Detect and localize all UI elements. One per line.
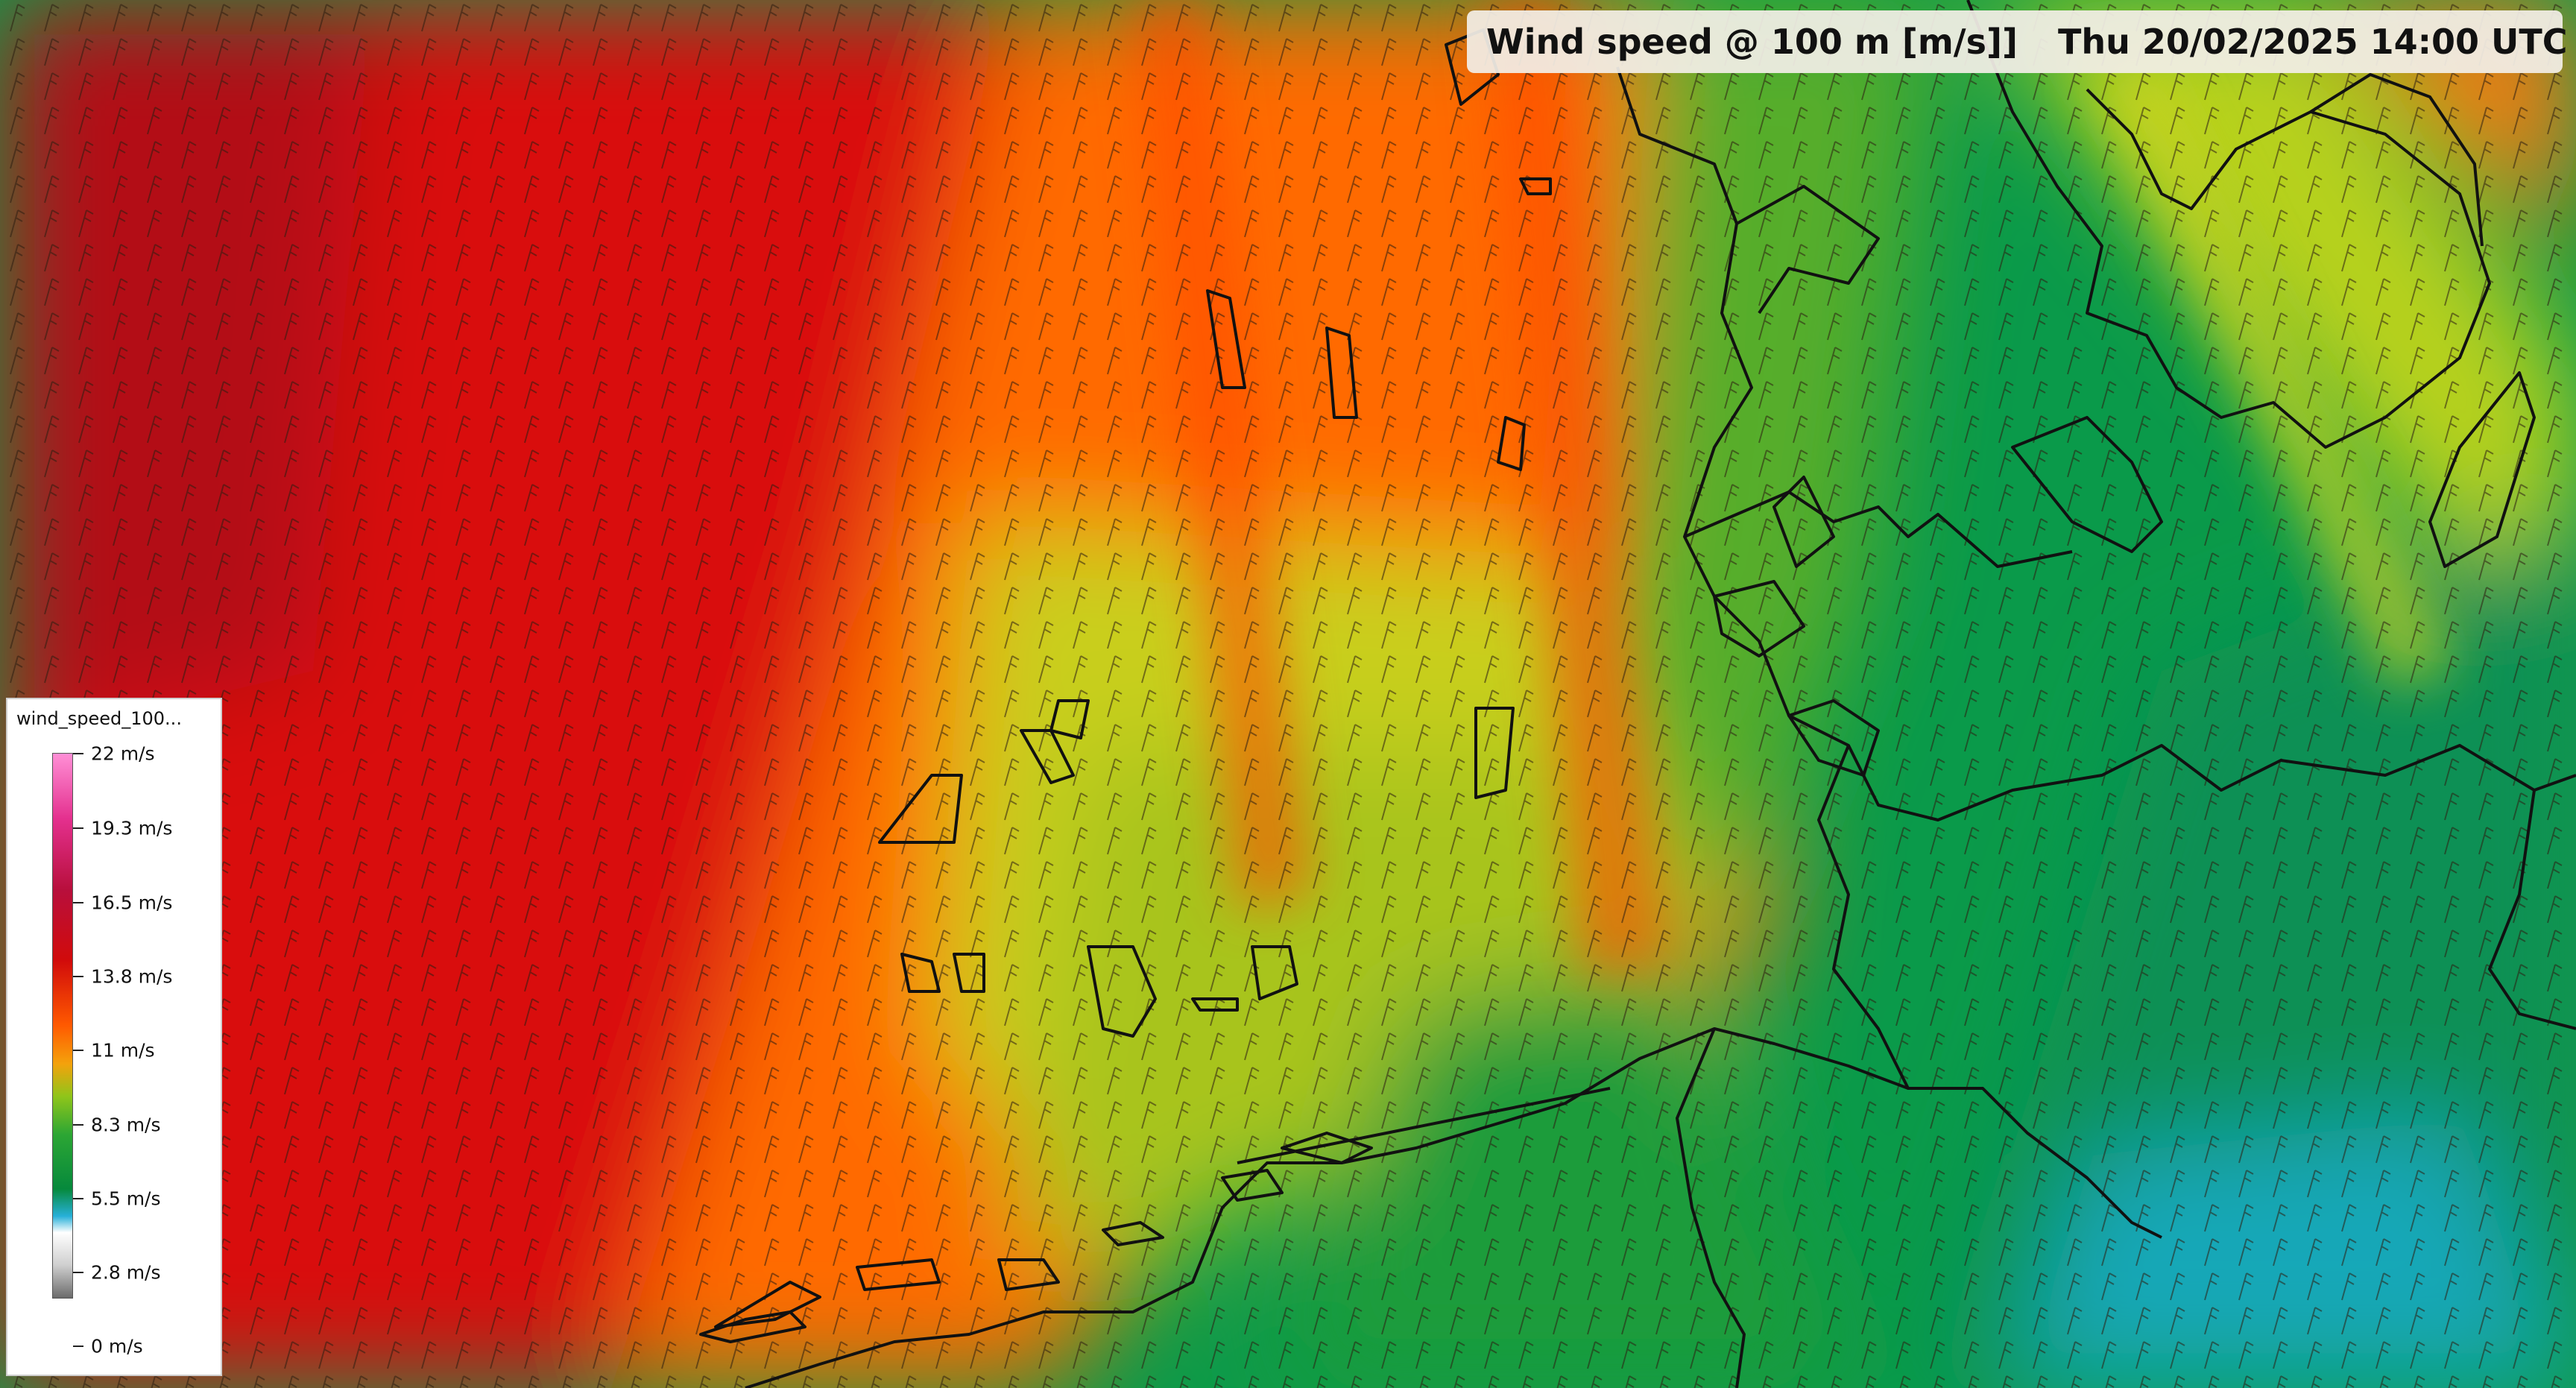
legend-color-bar <box>52 753 73 1299</box>
legend-tick <box>73 827 83 829</box>
legend-label: 22 m/s <box>91 742 155 765</box>
map-title: Wind speed @ 100 m [m/s]] <box>1486 22 2018 62</box>
legend-label: 11 m/s <box>91 1039 155 1061</box>
legend-tick <box>73 1272 83 1273</box>
legend-label: 0 m/s <box>91 1335 143 1357</box>
legend-title: wind_speed_100... <box>16 708 182 729</box>
legend-tick <box>73 1198 83 1199</box>
legend-label: 5.5 m/s <box>91 1187 161 1210</box>
legend-label: 16.5 m/s <box>91 892 173 914</box>
legend-label: 2.8 m/s <box>91 1261 161 1284</box>
coastline <box>699 0 2576 1388</box>
color-legend: wind_speed_100... 22 m/s 19.3 m/s 16.5 m… <box>6 698 222 1376</box>
map-datetime: Thu 20/02/2025 14:00 UTC <box>2058 22 2568 62</box>
legend-label: 8.3 m/s <box>91 1114 161 1136</box>
legend-tick <box>73 1050 83 1051</box>
legend-tick <box>73 1346 83 1347</box>
legend-tick <box>73 1124 83 1126</box>
legend-tick <box>73 902 83 903</box>
legend-tick <box>73 976 83 977</box>
legend-label: 13.8 m/s <box>91 965 173 988</box>
legend-tick <box>73 753 83 754</box>
map-header: Wind speed @ 100 m [m/s]] Thu 20/02/2025… <box>1467 10 2568 73</box>
legend-label: 19.3 m/s <box>91 817 173 839</box>
